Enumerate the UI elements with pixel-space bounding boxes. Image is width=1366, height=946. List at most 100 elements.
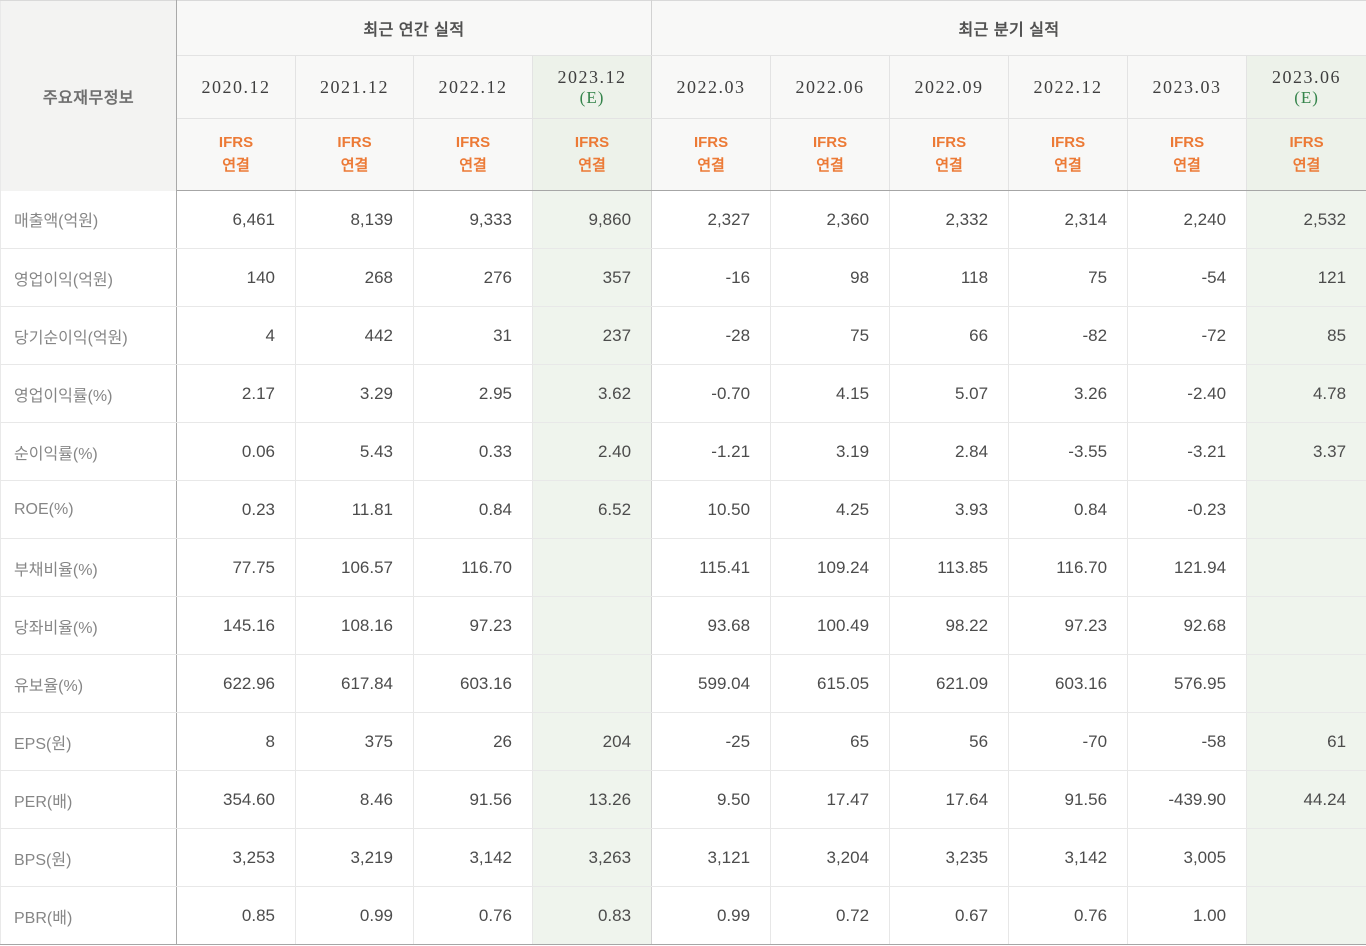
- standard-header: IFRS 연결: [1246, 118, 1366, 191]
- table-row: 당기순이익(억원) 4 442 31 237 -28 75 66 -82 -72 85: [0, 306, 1366, 365]
- table-row: 당좌비율(%) 145.16 108.16 97.23 93.68 100.49 98.22…: [0, 596, 1366, 655]
- value-cell: 9,860: [531, 190, 652, 249]
- value-cell: -25: [651, 712, 771, 771]
- value-cell: 2,240: [1127, 190, 1247, 249]
- value-cell: -2.40: [1127, 364, 1247, 423]
- value-cell: [1246, 538, 1366, 597]
- value-cell: 2,332: [889, 190, 1009, 249]
- table-row: 순이익률(%) 0.06 5.43 0.33 2.40 -1.21 3.19 2.84 -3.5…: [0, 422, 1366, 481]
- value-cell: 8.46: [295, 770, 414, 829]
- value-cell: 621.09: [889, 654, 1009, 713]
- value-cell: 0.06: [176, 422, 296, 481]
- group-header-row: 주요재무정보 최근 연간 실적 최근 분기 실적: [0, 0, 1366, 191]
- value-cell: 0.84: [413, 480, 533, 539]
- value-cell: 13.26: [531, 770, 652, 829]
- table-row: EPS(원) 8 375 26 204 -25 65 56 -70 -58 61: [0, 712, 1366, 771]
- value-cell: 75: [770, 306, 890, 365]
- standard-header: IFRS 연결: [889, 118, 1009, 191]
- value-cell: 145.16: [176, 596, 296, 655]
- value-cell: 65: [770, 712, 890, 771]
- period-header-2022.06: 2022.06: [770, 55, 890, 119]
- row-label: 매출액(억원): [0, 190, 177, 249]
- value-cell: 1.00: [1127, 886, 1247, 945]
- value-cell: 2.84: [889, 422, 1009, 481]
- value-cell: 108.16: [295, 596, 414, 655]
- standard-header: IFRS 연결: [413, 118, 533, 191]
- table-row: 유보율(%) 622.96 617.84 603.16 599.04 615.05 621.…: [0, 654, 1366, 713]
- period-label: 2023.03: [1152, 76, 1222, 97]
- value-cell: 3,263: [531, 828, 652, 887]
- value-cell: 3.37: [1246, 422, 1366, 481]
- row-label: 부채비율(%): [0, 538, 177, 597]
- value-cell: -70: [1008, 712, 1128, 771]
- value-cell: 118: [889, 248, 1009, 307]
- value-cell: 91.56: [413, 770, 533, 829]
- value-cell: 31: [413, 306, 533, 365]
- value-cell: 3,121: [651, 828, 771, 887]
- table-row: PER(배) 354.60 8.46 91.56 13.26 9.50 17.47 17.64…: [0, 770, 1366, 829]
- row-label: EPS(원): [0, 712, 177, 771]
- value-cell: 2.95: [413, 364, 533, 423]
- standard-header: IFRS 연결: [1127, 118, 1247, 191]
- table-row: 매출액(억원) 6,461 8,139 9,333 9,860 2,327 2,360 2,3…: [0, 190, 1366, 249]
- value-cell: 9.50: [651, 770, 771, 829]
- value-cell: 116.70: [413, 538, 533, 597]
- value-cell: 0.83: [531, 886, 652, 945]
- value-cell: 0.99: [651, 886, 771, 945]
- value-cell: 121.94: [1127, 538, 1247, 597]
- period-label: 2022.12: [1033, 76, 1103, 97]
- value-cell: 3.93: [889, 480, 1009, 539]
- period-label: 2023.06: [1272, 66, 1342, 87]
- value-cell: 3,204: [770, 828, 890, 887]
- value-cell: -54: [1127, 248, 1247, 307]
- value-cell: -58: [1127, 712, 1247, 771]
- value-cell: 0.23: [176, 480, 296, 539]
- value-cell: 98: [770, 248, 890, 307]
- value-cell: [531, 654, 652, 713]
- value-cell: 17.47: [770, 770, 890, 829]
- value-cell: -439.90: [1127, 770, 1247, 829]
- row-label: PBR(배): [0, 886, 177, 945]
- value-cell: 0.72: [770, 886, 890, 945]
- value-cell: 75: [1008, 248, 1128, 307]
- period-label: 2022.12: [438, 76, 508, 97]
- standard-header: IFRS 연결: [651, 118, 771, 191]
- period-label: 2020.12: [201, 76, 271, 97]
- table-row: ROE(%) 0.23 11.81 0.84 6.52 10.50 4.25 3.93 0.84…: [0, 480, 1366, 539]
- value-cell: 2,327: [651, 190, 771, 249]
- value-cell: 354.60: [176, 770, 296, 829]
- value-cell: 56: [889, 712, 1009, 771]
- value-cell: 5.07: [889, 364, 1009, 423]
- row-label: ROE(%): [0, 480, 177, 539]
- period-header-2022.12: 2022.12: [1008, 55, 1128, 119]
- period-label: 2021.12: [320, 76, 389, 97]
- value-cell: [1246, 480, 1366, 539]
- value-cell: 109.24: [770, 538, 890, 597]
- value-cell: [1246, 828, 1366, 887]
- corner-header: 주요재무정보: [0, 0, 177, 191]
- value-cell: 2,532: [1246, 190, 1366, 249]
- value-cell: 121: [1246, 248, 1366, 307]
- value-cell: 116.70: [1008, 538, 1128, 597]
- period-header-2022.03: 2022.03: [651, 55, 771, 119]
- table-row: BPS(원) 3,253 3,219 3,142 3,263 3,121 3,204 3,23…: [0, 828, 1366, 887]
- value-cell: 5.43: [295, 422, 414, 481]
- value-cell: 66: [889, 306, 1009, 365]
- value-cell: 3,142: [1008, 828, 1128, 887]
- value-cell: -3.55: [1008, 422, 1128, 481]
- estimate-mark: (E): [1294, 87, 1319, 107]
- period-header-2021.12: 2021.12: [295, 55, 414, 119]
- value-cell: 3,005: [1127, 828, 1247, 887]
- value-cell: 11.81: [295, 480, 414, 539]
- row-label: 당좌비율(%): [0, 596, 177, 655]
- value-cell: 6,461: [176, 190, 296, 249]
- value-cell: 93.68: [651, 596, 771, 655]
- value-cell: 617.84: [295, 654, 414, 713]
- value-cell: 115.41: [651, 538, 771, 597]
- value-cell: [1246, 886, 1366, 945]
- value-cell: 3.19: [770, 422, 890, 481]
- value-cell: 0.76: [413, 886, 533, 945]
- value-cell: 17.64: [889, 770, 1009, 829]
- period-header-2023.06-e: 2023.06 (E): [1246, 55, 1366, 119]
